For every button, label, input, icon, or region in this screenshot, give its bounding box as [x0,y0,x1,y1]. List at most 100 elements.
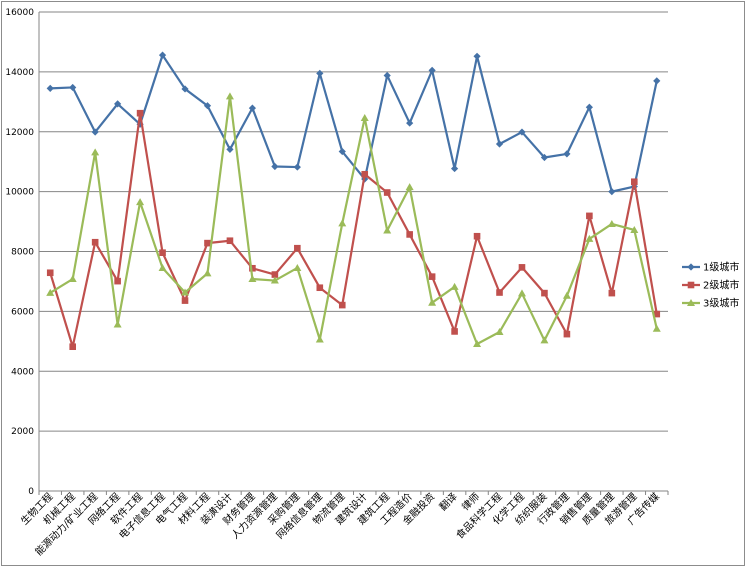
data-point [91,148,100,156]
data-point [473,232,481,240]
data-point [136,198,145,206]
data-point [585,103,593,111]
series-line-3 [49,95,658,346]
series-line-1 [50,54,658,193]
data-point [203,102,212,110]
data-point [316,69,324,77]
data-point [450,164,459,173]
data-point [181,288,190,296]
data-point [68,275,77,283]
data-point [495,328,504,336]
data-point [270,276,279,284]
legend-label: 1级城市 [703,261,739,274]
data-point [631,178,638,186]
data-point [248,275,257,283]
data-point [226,145,234,154]
data-point [46,288,55,296]
data-point [495,140,504,148]
data-point [181,85,189,93]
data-point [383,71,391,80]
data-point [361,170,369,178]
data-point [540,336,549,344]
data-point [406,231,413,238]
data-point [585,234,594,242]
data-point [563,330,571,338]
data-point [338,301,346,309]
data-point [338,219,347,227]
series-line-2 [49,112,658,348]
data-point [383,189,391,196]
data-point [517,289,526,297]
data-point [91,128,99,136]
data-point [428,66,436,74]
data-point [473,340,482,348]
data-point [608,188,616,196]
data-point [608,289,616,297]
x-tick-label: 翻译 [437,491,460,514]
data-point [294,244,301,252]
data-point [225,92,234,100]
data-point [316,284,324,292]
data-point [653,310,661,318]
data-point [450,282,459,290]
data-point [204,239,211,247]
y-tick-label: 4000 [11,367,34,377]
data-point [271,162,279,171]
data-point [360,113,369,121]
data-point [91,238,99,246]
data-point [181,297,189,304]
y-tick-label: 2000 [11,427,34,437]
data-point [249,264,256,272]
data-point [653,77,661,85]
y-tick-label: 6000 [11,307,34,317]
data-point [563,150,571,158]
data-point [451,328,458,335]
data-point [271,271,279,278]
data-point [428,298,437,306]
y-tick-label: 12000 [5,128,34,138]
data-point [46,269,54,277]
y-tick-label: 16000 [5,8,34,18]
data-point [136,109,144,117]
data-point [562,291,571,299]
data-point [406,119,414,127]
data-point [158,263,167,271]
data-point [69,343,76,351]
data-point [607,219,616,227]
data-point [203,269,212,277]
legend-marker [687,263,695,271]
data-point [158,51,167,59]
data-point [159,249,166,256]
y-tick-label: 0 [28,487,34,497]
data-point [383,226,392,234]
data-point [518,128,526,136]
data-point [114,277,121,285]
legend-label: 3级城市 [703,297,739,310]
data-point [338,147,346,156]
y-tick-label: 14000 [5,68,34,78]
data-point [248,104,257,112]
legend-label: 2级城市 [703,279,739,292]
data-point [496,289,503,296]
data-point [315,335,324,343]
data-point [586,212,593,220]
data-point [113,320,122,328]
data-point [473,52,481,60]
legend-marker [687,281,695,289]
data-point [652,324,661,332]
data-point [46,84,54,92]
data-point [226,237,234,245]
data-point [69,83,77,92]
legend-marker [687,299,695,306]
y-tick-label: 8000 [11,248,34,258]
y-tick-label: 10000 [5,188,34,198]
data-point [541,289,548,297]
data-point [293,263,302,271]
data-point [114,100,122,108]
data-point [405,183,414,191]
data-point [630,225,639,233]
data-point [428,273,436,280]
data-point [540,153,549,162]
